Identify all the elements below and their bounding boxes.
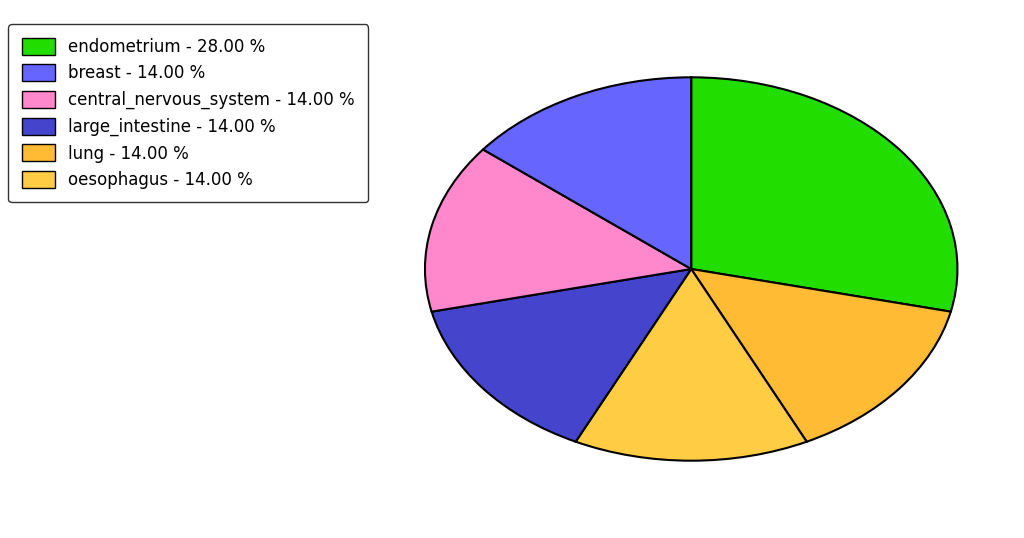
Wedge shape	[425, 150, 691, 312]
Wedge shape	[691, 269, 950, 442]
Wedge shape	[575, 269, 807, 461]
Wedge shape	[691, 77, 957, 312]
Legend: endometrium - 28.00 %, breast - 14.00 %, central_nervous_system - 14.00 %, large: endometrium - 28.00 %, breast - 14.00 %,…	[8, 24, 369, 202]
Wedge shape	[483, 77, 691, 269]
Wedge shape	[432, 269, 691, 442]
